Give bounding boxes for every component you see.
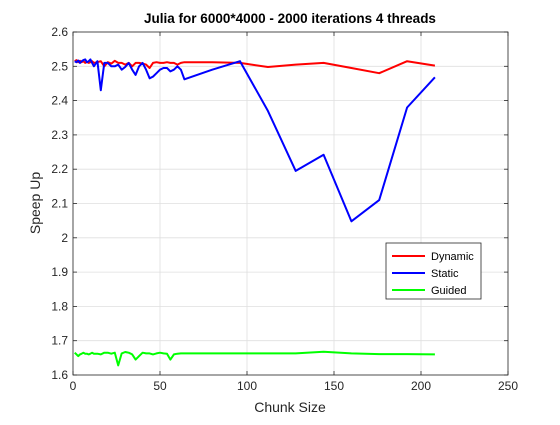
legend-label-guided: Guided	[431, 285, 466, 297]
y-tick-label: 1.9	[51, 265, 68, 279]
chart-title: Julia for 6000*4000 - 2000 iterations 4 …	[144, 11, 436, 26]
y-axis-label: Speep Up	[27, 172, 43, 234]
legend: Dynamic Static Guided	[385, 242, 482, 300]
x-tick-label: 0	[70, 379, 77, 393]
y-tick-label: 1.8	[51, 299, 68, 313]
x-tick-label: 100	[237, 379, 257, 393]
y-tick-label: 2	[61, 231, 68, 245]
y-tick-label: 2.3	[51, 128, 68, 142]
y-tick-label: 1.6	[51, 368, 68, 382]
x-axis-label: Chunk Size	[254, 399, 326, 415]
x-tick-label: 200	[411, 379, 431, 393]
x-tick-label: 250	[498, 379, 518, 393]
y-tick-label: 2.2	[51, 162, 68, 176]
legend-label-dynamic: Dynamic	[431, 251, 474, 263]
series-layer	[74, 58, 436, 367]
y-tick-label: 2.6	[51, 25, 68, 39]
legend-label-static: Static	[431, 268, 459, 280]
x-tick-label: 150	[324, 379, 344, 393]
y-tick-label: 2.1	[51, 197, 68, 211]
x-tick-label: 50	[153, 379, 167, 393]
y-tick-label: 2.4	[51, 94, 68, 108]
y-tick-label: 2.5	[51, 59, 68, 73]
y-tick-label: 1.7	[51, 334, 68, 348]
series-line-guided	[74, 350, 435, 367]
series-line-static	[74, 58, 436, 223]
axes-layer: 0 50 100 150 200 250 1.6 1.7 1.8 1.9 2 2.1 2.2 2.3 2.4…	[51, 25, 518, 393]
